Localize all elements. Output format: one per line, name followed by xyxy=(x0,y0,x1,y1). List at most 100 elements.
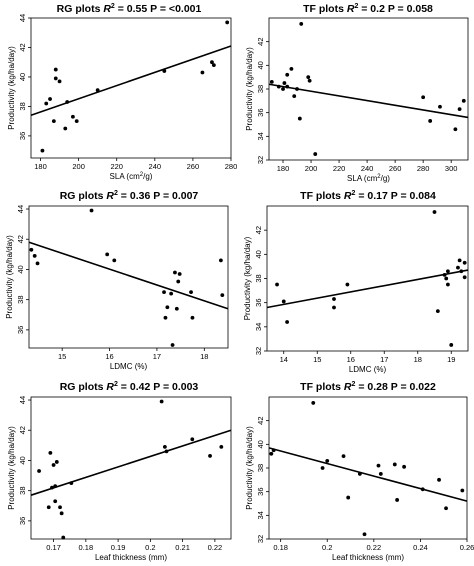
data-point xyxy=(159,399,164,404)
data-point xyxy=(295,87,299,91)
title-r2-value: = 0.55 xyxy=(115,3,150,15)
data-point xyxy=(50,485,54,490)
x-axis-label: Leaf thickness (mm) xyxy=(95,553,167,562)
x-tick-label: 240 xyxy=(149,162,162,171)
data-point xyxy=(53,67,58,72)
data-point xyxy=(220,293,225,298)
data-point xyxy=(189,290,193,295)
title-group: RG plots xyxy=(57,3,104,15)
y-tick-label: 44 xyxy=(18,14,27,22)
panel-title: RG plots R2 = 0.42 P = 0.003 xyxy=(60,381,199,393)
panel-title: TF plots R2 = 0.28 P = 0.022 xyxy=(300,381,436,393)
data-point xyxy=(48,450,53,455)
data-point xyxy=(61,535,66,540)
data-point xyxy=(53,499,58,504)
y-tick-label: 44 xyxy=(18,396,27,404)
x-tick-label: 19 xyxy=(447,355,455,364)
panel-tf-ldmc: TF plots R2 = 0.17 P = 0.084 32 34 36 38 40 42… xyxy=(243,190,469,374)
x-tick-label: 0.18 xyxy=(79,543,94,552)
data-point xyxy=(362,532,367,537)
data-point xyxy=(378,472,383,476)
x-tick-label: 17 xyxy=(380,355,388,364)
plot-frame xyxy=(266,205,469,352)
x-tick-label: 0.26 xyxy=(460,543,474,552)
x-tick-label: 16 xyxy=(105,352,113,361)
data-point xyxy=(89,208,94,213)
data-point xyxy=(59,511,64,516)
data-point xyxy=(176,279,181,284)
y-tick-label: 38 xyxy=(16,295,25,303)
data-point xyxy=(162,290,166,295)
data-point xyxy=(40,148,45,153)
data-point xyxy=(44,101,49,106)
data-point xyxy=(162,69,167,73)
data-point xyxy=(346,495,351,500)
data-point xyxy=(446,269,450,274)
x-tick-label: 15 xyxy=(58,352,66,361)
title-r-symbol: R xyxy=(106,190,114,202)
data-point xyxy=(95,88,100,93)
y-tick-label: 34 xyxy=(254,323,263,331)
y-tick-label: 32 xyxy=(256,156,265,164)
data-point xyxy=(292,94,297,98)
panel-title: RG plots R2 = 0.55 P = <0.001 xyxy=(57,3,202,15)
x-tick-label: 0.17 xyxy=(46,543,61,552)
data-point xyxy=(51,463,56,467)
data-point xyxy=(190,437,195,442)
title-group: TF plots xyxy=(300,381,344,393)
x-tick-label: 0.22 xyxy=(208,543,223,552)
data-point xyxy=(285,72,290,77)
data-point xyxy=(376,463,381,468)
data-point xyxy=(297,116,302,121)
data-point xyxy=(112,258,117,263)
data-point xyxy=(32,253,37,258)
title-superscript: 2 xyxy=(111,3,115,10)
data-point xyxy=(53,484,58,489)
data-point xyxy=(442,272,447,277)
data-point xyxy=(341,454,346,459)
y-tick-label: 32 xyxy=(254,347,263,355)
x-tick-label: 200 xyxy=(305,164,318,173)
x-tick-label: 18 xyxy=(414,355,422,364)
data-point xyxy=(461,98,466,103)
data-point xyxy=(462,275,467,280)
data-point xyxy=(453,127,458,132)
data-point xyxy=(444,506,448,511)
x-tick-label: 240 xyxy=(361,164,374,173)
data-point xyxy=(271,448,276,453)
y-tick-label: 42 xyxy=(16,235,25,243)
data-point xyxy=(285,320,289,324)
title-r2-value: = 0.42 xyxy=(118,381,153,393)
y-axis-label: Productivity (kg/ha/day) xyxy=(7,426,16,510)
x-tick-label: 300 xyxy=(445,164,458,173)
data-point xyxy=(462,260,467,265)
x-tick-label: 0.2 xyxy=(145,543,155,552)
x-tick-label: 220 xyxy=(333,164,346,173)
data-point xyxy=(456,265,460,270)
panel-tf-sla: TF plots R2 = 0.2 P = 0.058 32 34 36 38 40 42 1… xyxy=(245,3,469,183)
data-point xyxy=(281,299,286,304)
data-point xyxy=(460,488,465,493)
data-point xyxy=(332,297,336,301)
y-tick-label: 38 xyxy=(18,486,27,494)
data-point xyxy=(218,258,223,263)
y-tick-label: 34 xyxy=(256,511,265,519)
x-tick-label: 0.2 xyxy=(322,543,332,552)
x-tick-label: 280 xyxy=(417,164,430,173)
y-tick-label: 42 xyxy=(254,226,263,234)
data-point xyxy=(46,505,51,510)
data-point xyxy=(402,464,407,469)
title-p-value: P = 0.003 xyxy=(153,381,198,393)
y-tick-label: 38 xyxy=(254,274,263,282)
data-point xyxy=(421,95,426,100)
data-point xyxy=(332,305,336,310)
x-tick-label: 220 xyxy=(110,162,123,171)
title-p-value: P = <0.001 xyxy=(150,3,201,15)
data-point xyxy=(313,152,318,156)
data-point xyxy=(200,70,205,75)
y-tick-label: 38 xyxy=(256,464,265,472)
data-point xyxy=(57,79,62,84)
y-tick-label: 40 xyxy=(254,250,263,258)
regression-line xyxy=(268,447,468,502)
